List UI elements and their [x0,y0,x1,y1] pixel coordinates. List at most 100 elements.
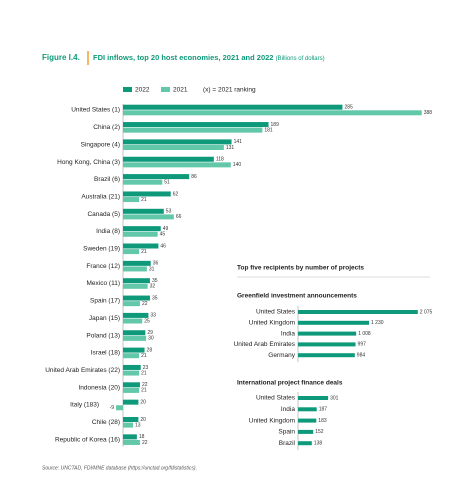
value-label: 86 [191,174,197,180]
source-note: Source: UNCTAD, FDI/MNE database (https:… [42,465,197,471]
bar [123,122,269,128]
value-label: 21 [141,197,147,203]
value-label: 388 [424,110,433,116]
bar [123,179,163,185]
category-label: United Arab Emirates (22) [45,367,120,374]
bar [123,162,231,168]
category-label: Japan (15) [89,315,120,322]
value-label: 1 008 [358,331,371,337]
category-label: Republic of Korea (16) [55,436,120,443]
value-label: 21 [141,249,147,255]
value-label: 62 [173,191,179,197]
bar [123,295,150,301]
value-label: 13 [135,422,141,428]
value-label: 33 [150,313,156,319]
bar [123,382,140,388]
bar [123,399,139,405]
bar [298,342,356,347]
value-label: 984 [357,353,366,359]
legend-swatch [123,87,132,92]
value-label: 35 [152,295,158,301]
bar [123,226,161,232]
bar [123,266,147,272]
category-label: Brazil (6) [94,176,120,183]
bar [123,174,190,180]
category-label: Poland (13) [86,332,120,339]
legend-swatch [161,87,170,92]
value-label: 25 [144,318,150,324]
value-label: 51 [164,180,170,186]
bar [123,330,146,336]
bar [123,364,141,370]
category-label: Australia (21) [81,193,120,200]
value-label: -9 [110,405,115,411]
bar [123,197,140,203]
category-label: Singapore (4) [81,141,120,148]
bar [123,260,151,266]
category-label: United Kingdom [249,320,295,327]
value-label: 53 [166,209,172,215]
value-label: 141 [234,139,243,145]
value-label: 31 [149,266,155,272]
value-label: 140 [233,162,242,168]
value-label: 21 [141,388,147,394]
bar [123,439,140,445]
bar [123,208,164,214]
value-label: 285 [344,105,353,111]
bar [298,310,418,314]
value-label: 66 [176,214,182,220]
value-label: 131 [226,145,235,151]
bar [123,156,214,162]
category-label: India [281,330,295,337]
subtitle: (Billions of dollars) [276,56,325,62]
bar [123,191,171,197]
bar [123,249,140,255]
bar [123,318,143,324]
category-label: Spain [278,429,295,436]
bar [123,312,149,318]
category-label: India [281,406,295,413]
bar [298,353,355,358]
value-label: 23 [143,365,149,371]
value-label: 1 230 [371,320,384,326]
value-label: 189 [271,122,280,128]
value-label: 20 [140,417,146,423]
bar [116,405,123,411]
bar [123,434,137,440]
category-label: United States (1) [71,107,120,114]
value-label: 46 [160,243,166,249]
bar [123,353,140,359]
value-label: 152 [315,429,324,435]
panel-chart-title: International project finance deals [237,380,343,387]
panel-chart-title: Greenfield investment announcements [237,293,357,300]
bar [298,396,329,400]
category-label: Mexico (11) [87,280,120,287]
category-label: Sweden (19) [83,246,120,253]
value-label: 997 [358,342,367,348]
value-label: 22 [142,382,148,388]
bar [123,422,134,428]
bar [123,110,422,116]
value-label: 35 [152,278,158,284]
bar [123,231,158,237]
bar [123,335,147,341]
category-label: United Arab Emirates [234,341,296,348]
bar [123,139,232,145]
value-label: 45 [160,232,166,238]
category-label: Spain (17) [90,298,120,305]
category-label: United States [256,309,296,316]
category-label: Chile (28) [92,419,120,426]
value-label: 28 [147,347,153,353]
bar [123,347,145,353]
value-label: 30 [148,336,154,342]
figure-label: Figure I.4. [42,53,80,62]
value-label: 138 [314,441,323,447]
category-label: India (8) [96,228,120,235]
bar [123,214,174,220]
value-label: 29 [147,330,153,336]
value-label: 2 075 [420,309,433,315]
bar [298,418,317,423]
category-label: Hong Kong, China (3) [57,159,120,166]
bar [123,301,140,307]
category-label: Israel (18) [91,350,120,357]
